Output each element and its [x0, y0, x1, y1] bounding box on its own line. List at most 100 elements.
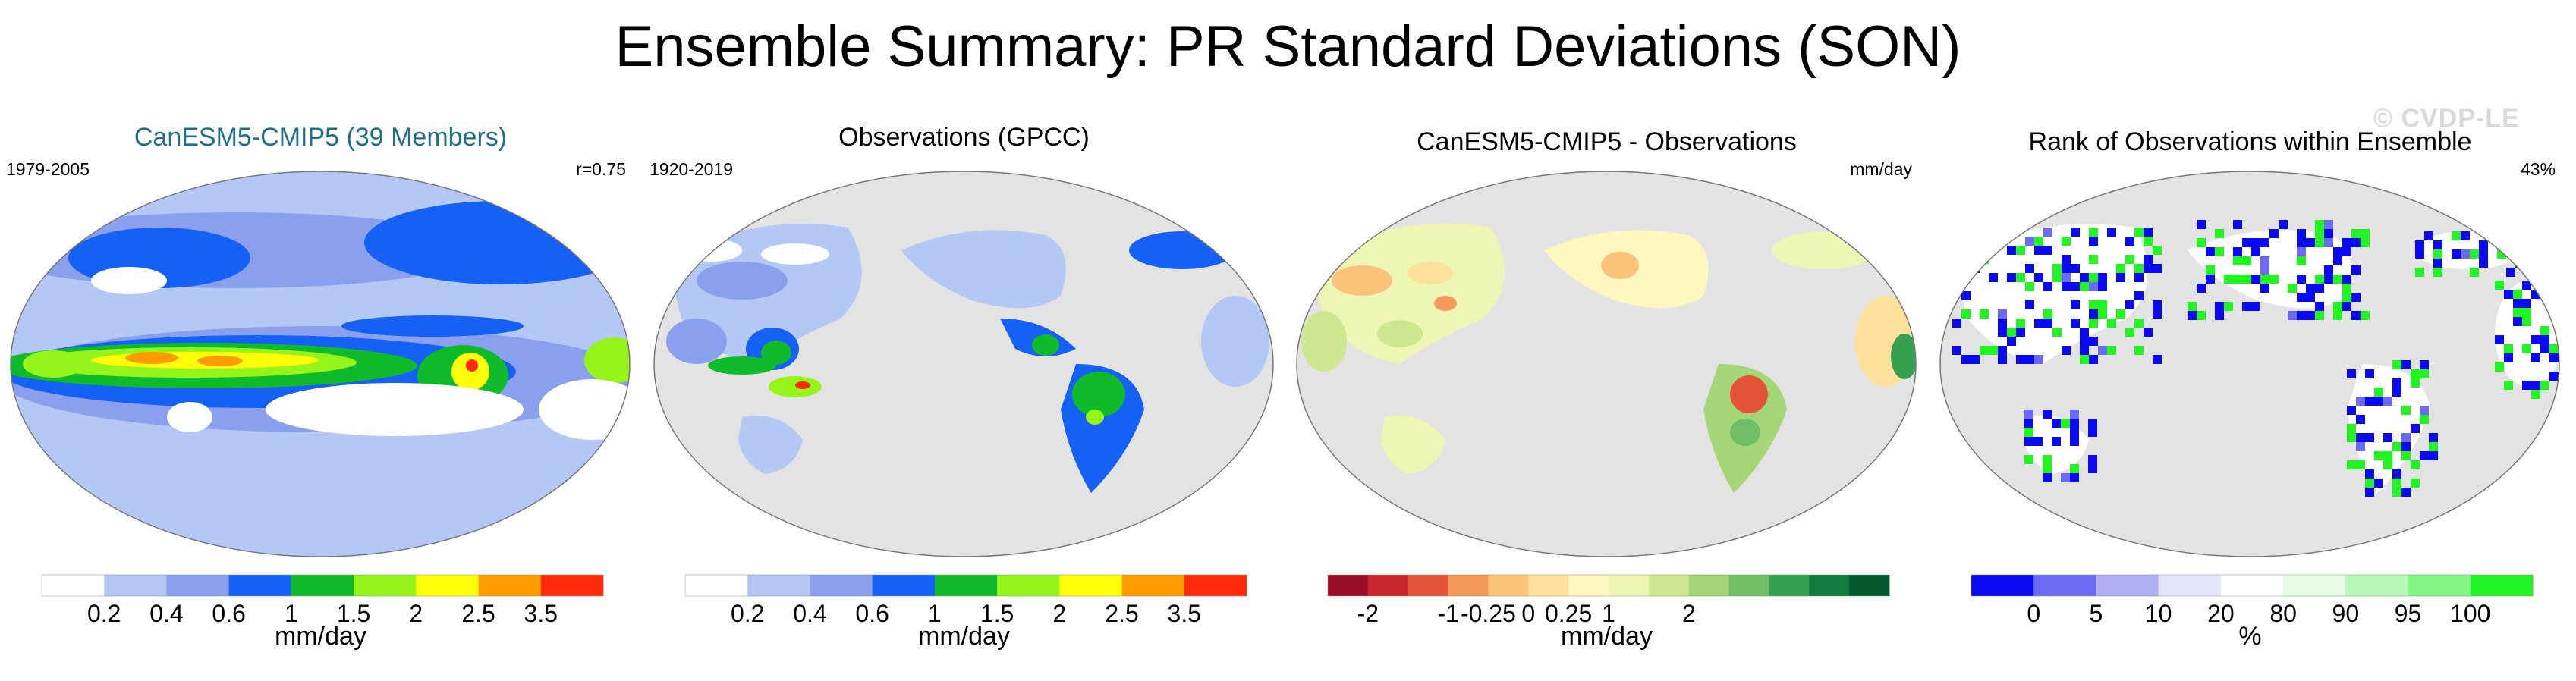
rank-cell: [2342, 247, 2351, 256]
colorbar-tick-label: 1: [285, 600, 298, 626]
colorbar-tick-label: 1.5: [337, 600, 370, 626]
colorbar-bin: [872, 575, 936, 596]
rank-cell: [2269, 275, 2279, 284]
colorbar-tick-label: 5: [2090, 600, 2103, 626]
rank-cell: [2306, 284, 2315, 293]
rank-cell: [2088, 464, 2097, 473]
rank-cell: [2007, 246, 2016, 255]
rank-cell: [2052, 328, 2062, 337]
rank-cell: [2513, 290, 2522, 299]
rank-cell: [2134, 228, 2144, 237]
rank-cell: [2365, 369, 2374, 378]
rank-cell: [2144, 328, 2153, 337]
rank-cell: [2025, 282, 2034, 291]
rank-cell: [1980, 228, 1989, 237]
rank-cell: [2242, 302, 2251, 311]
colorbar-bin: [810, 575, 873, 596]
rank-cell: [2297, 311, 2306, 320]
rank-cell: [2007, 337, 2016, 346]
rank-cell: [2269, 229, 2279, 238]
colorbar-units: mm/day: [1561, 622, 1653, 651]
rank-cell: [2549, 353, 2559, 362]
rank-cell: [2297, 293, 2306, 302]
rank-cell: [2365, 469, 2374, 479]
rank-cell: [2197, 238, 2206, 247]
colorbar: 0.2 0.4 0.6 1 1.5 2 2.5 3.5: [41, 574, 604, 626]
rank-cell: [2089, 228, 2098, 237]
rank-cell: [2433, 249, 2442, 259]
rank-cell: [2071, 228, 2080, 237]
colorbar-frame: [41, 574, 604, 597]
colorbar-bin: [997, 575, 1060, 596]
colorbar-tick-label: 1: [928, 600, 942, 626]
rank-cell: [2016, 273, 2025, 282]
colorbar-tick-label: 0.25: [1545, 600, 1592, 626]
rank-cell: [2251, 238, 2260, 247]
map-difference: [1296, 171, 1917, 557]
colorbar-tick-label: 2.5: [1105, 600, 1138, 626]
rank-cell: [2374, 388, 2383, 397]
rank-cell: [2043, 319, 2052, 328]
panel-title: CanESM5-CMIP5 (39 Members): [134, 123, 508, 152]
rank-cell: [2433, 240, 2442, 249]
rank-cell: [2356, 433, 2365, 442]
rank-cell: [2522, 281, 2531, 290]
map-observations: [653, 171, 1274, 557]
colorbar-frame: [1327, 574, 1890, 597]
rank-cell: [2315, 311, 2324, 320]
rank-cell: [2383, 433, 2392, 442]
rank-cell: [2116, 273, 2125, 282]
rank-cell: [2080, 282, 2089, 291]
rank-cell: [2071, 319, 2080, 328]
rank-cell: [2098, 300, 2107, 309]
rank-cell: [2420, 369, 2429, 378]
rank-cell: [2242, 275, 2251, 284]
colorbar-units: mm/day: [275, 622, 366, 651]
rank-cell: [2522, 299, 2531, 308]
rank-cell: [2260, 238, 2269, 247]
rank-cell: [2061, 419, 2070, 428]
colorbar-bin: [1971, 575, 2034, 596]
rank-cell: [2251, 247, 2260, 256]
colorbar: 0.2 0.4 0.6 1 1.5 2 2.5 3.5: [684, 574, 1247, 626]
rank-cell: [2461, 231, 2470, 240]
rank-cell: [2071, 264, 2080, 273]
rank-cell: [1952, 282, 1961, 291]
panel-difference: CanESM5-CMIP5 - Observations mm/day -2 -1…: [1286, 114, 1927, 675]
colorbar-bin: [166, 575, 230, 596]
rank-cell: [2522, 344, 2531, 353]
rank-cell: [2089, 300, 2098, 309]
rank-cell: [2024, 455, 2033, 464]
colorbar-tick-label: 2: [1052, 600, 1066, 626]
rank-cell: [2429, 433, 2438, 442]
rank-cell: [2420, 415, 2429, 424]
rank-cell: [2089, 237, 2098, 246]
rank-cell: [2043, 228, 2052, 237]
rank-cell: [2089, 337, 2098, 346]
colorbar-bin: [1648, 575, 1690, 596]
rank-cell: [2515, 240, 2524, 249]
rank-cell: [2153, 309, 2162, 319]
rank-cell: [2540, 335, 2549, 344]
colorbar-bin: [1688, 575, 1730, 596]
rank-cell: [2522, 317, 2531, 326]
colorbar-units: %: [2238, 622, 2262, 651]
rank-cell: [2495, 281, 2504, 290]
rank-cell: [2016, 246, 2025, 255]
rank-cell: [2361, 311, 2370, 320]
rank-cell: [2043, 282, 2052, 291]
rank-cell: [2411, 369, 2420, 378]
rank-cell: [2374, 479, 2383, 488]
colorbar-bin: [747, 575, 810, 596]
rank-cell: [2383, 460, 2392, 469]
rank-cell: [2411, 479, 2420, 488]
rank-cell: [2025, 355, 2034, 364]
rank-cell: [1998, 319, 2007, 328]
rank-cell: [2513, 299, 2522, 308]
rank-cell: [2034, 319, 2043, 328]
rank-cell: [2279, 220, 2288, 229]
rank-cell: [2356, 460, 2365, 469]
rank-cell: [2306, 238, 2315, 247]
panel-title: Observations (GPCC): [838, 123, 1090, 152]
rank-cell: [1989, 273, 1998, 282]
